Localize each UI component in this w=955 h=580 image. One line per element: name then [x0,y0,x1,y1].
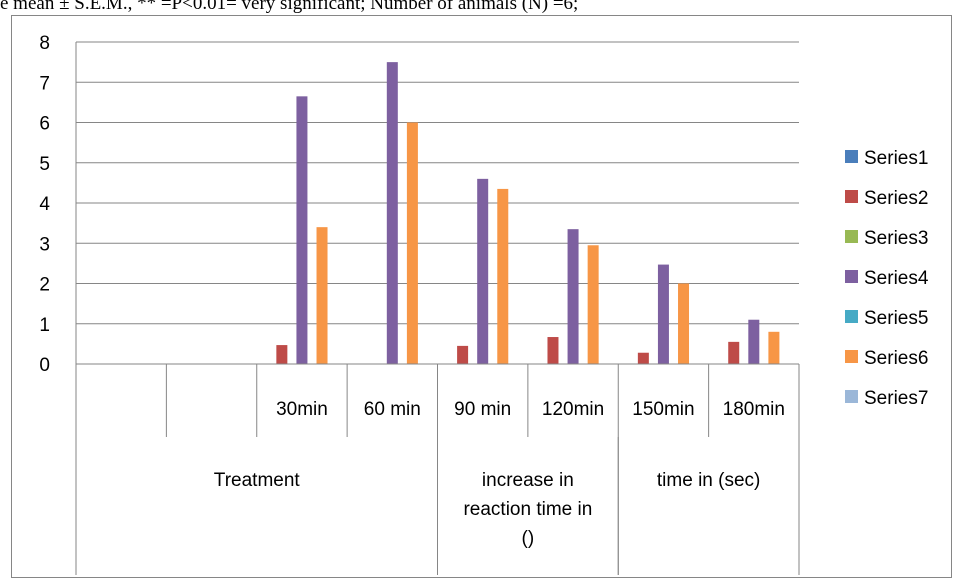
bar [567,229,579,364]
bar [657,264,669,364]
legend-swatch [845,350,858,363]
bar [678,283,690,364]
bar [406,122,418,364]
group-label: time in (sec) [657,470,760,491]
legend-swatch [845,310,858,323]
group-label: () [522,528,535,549]
legend-swatch [845,190,858,203]
legend-label: Series5 [864,308,928,329]
y-tick-label: 4 [39,194,50,215]
y-tick-label: 1 [39,315,50,336]
group-label: Treatment [214,470,301,491]
bar [276,345,288,364]
bar [748,319,760,364]
category-label: 150min [632,399,694,420]
category-label: 120min [542,399,604,420]
legend-swatch [845,230,858,243]
legend-label: Series1 [864,148,928,169]
legend-label: Series4 [864,268,929,289]
legend-swatch [845,390,858,403]
category-label: 60 min [364,399,421,420]
legend-label: Series2 [864,188,928,209]
legend-label: Series3 [864,228,928,249]
bar [457,345,469,364]
chart-caption: e mean ± S.E.M., ** =P<0.01= very signif… [0,0,579,14]
bar [728,341,740,364]
bar [296,96,308,365]
legend-swatch [845,270,858,283]
bar [497,188,509,364]
bar [768,331,780,364]
group-label: increase in [482,470,574,491]
bar [386,62,398,364]
bar [316,227,328,364]
y-tick-label: 5 [39,154,50,175]
bar [637,352,649,364]
y-tick-label: 2 [39,275,50,296]
legend-label: Series6 [864,348,928,369]
y-tick-label: 0 [39,355,50,376]
bar [547,337,559,364]
category-label: 180min [723,399,785,420]
group-label: reaction time in [463,499,592,520]
y-tick-label: 8 [39,33,50,54]
y-tick-label: 6 [39,114,50,135]
category-label: 90 min [454,399,511,420]
bar [587,245,599,364]
legend-label: Series7 [864,388,928,409]
category-label: 30min [276,399,328,420]
bar [477,178,489,364]
y-tick-label: 7 [39,73,50,94]
y-tick-label: 3 [39,234,50,255]
legend-swatch [845,150,858,163]
